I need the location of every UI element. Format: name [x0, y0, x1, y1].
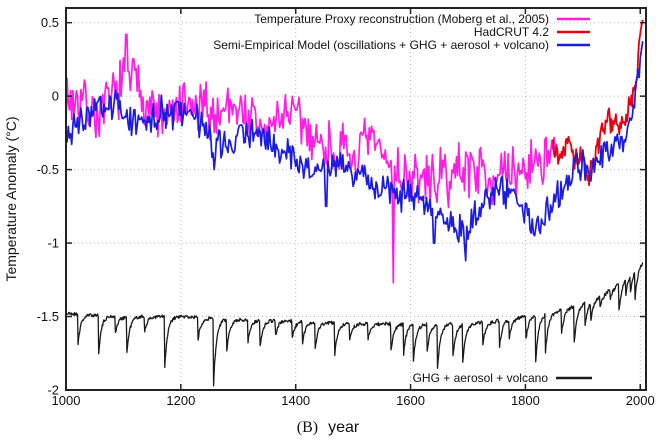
x-tick-label: 1800 — [511, 393, 540, 408]
series-semi-empirical-model — [66, 41, 644, 262]
y-tick-label: -0.5 — [37, 162, 59, 177]
y-tick-label: -1.5 — [37, 309, 59, 324]
x-axis-caption: (B) year — [297, 419, 360, 436]
data-series-layer — [66, 19, 644, 387]
plot-border — [65, 7, 647, 391]
axis-ticks — [65, 8, 646, 391]
series-moberg-proxy — [66, 33, 559, 284]
legend-entry-label: Semi-Empirical Model (oscillations + GHG… — [213, 38, 549, 52]
legend: Temperature Proxy reconstruction (Moberg… — [213, 12, 592, 385]
series-ghg-aerosol-volcano — [66, 262, 644, 387]
caption-panel-tag: (B) — [297, 419, 318, 436]
x-tick-label: 1200 — [166, 393, 195, 408]
x-tick-label: 1400 — [281, 393, 310, 408]
caption-xlabel: year — [328, 419, 360, 436]
y-tick-label: -1 — [47, 236, 59, 251]
x-tick-label: 1000 — [52, 393, 81, 408]
y-tick-label: 0.5 — [41, 15, 59, 30]
y-tick-label: 0 — [52, 89, 59, 104]
y-tick-label: -2 — [47, 383, 59, 398]
x-tick-label: 2000 — [626, 393, 655, 408]
legend-entry: Semi-Empirical Model (oscillations + GHG… — [213, 38, 590, 52]
x-tick-label: 1600 — [396, 393, 425, 408]
series-hadcrut — [552, 19, 644, 187]
y-axis-title: Temperature Anomaly (°C) — [3, 116, 19, 281]
legend-entry-label: Temperature Proxy reconstruction (Moberg… — [254, 12, 549, 26]
axis-tick-labels: 1000 1200 1400 1600 1800 2000 0.5 0 -0.5 -1 -1.5 -2 — [37, 15, 655, 408]
legend-entry: Temperature Proxy reconstruction (Moberg… — [254, 12, 590, 26]
legend-entry: HadCRUT 4.2 — [474, 25, 590, 39]
legend-entry-label: HadCRUT 4.2 — [474, 25, 549, 39]
legend-entry-label: GHG + aerosol + volcano — [413, 371, 549, 385]
legend-entry: GHG + aerosol + volcano — [413, 371, 592, 385]
